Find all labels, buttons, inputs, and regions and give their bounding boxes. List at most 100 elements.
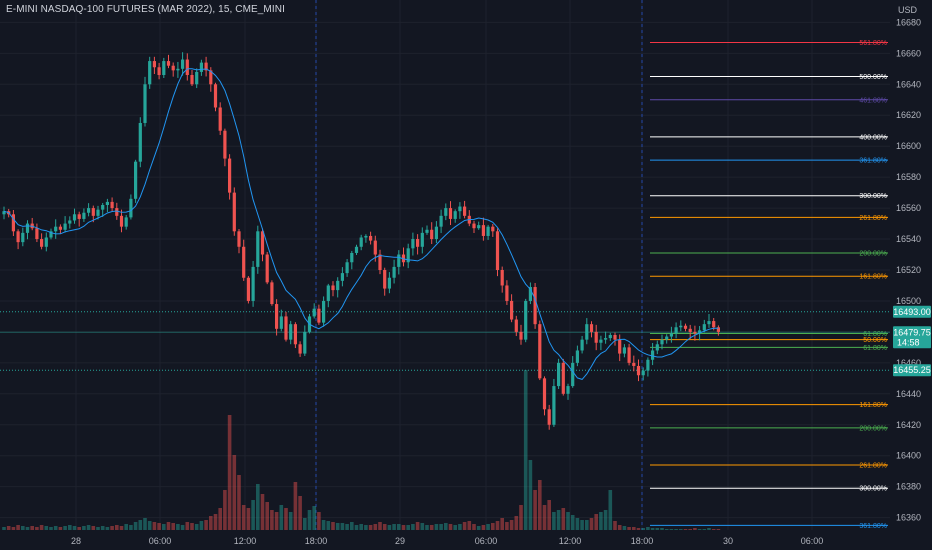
- candle-body: [477, 225, 481, 229]
- candle-body: [660, 339, 664, 345]
- candle-body: [359, 237, 363, 247]
- candle: [425, 225, 429, 235]
- candle-body: [293, 324, 297, 345]
- candle: [129, 194, 133, 220]
- candle-body: [260, 231, 265, 255]
- volume-bar: [585, 520, 589, 530]
- candle-body: [547, 409, 551, 425]
- fib-level: 161.80%: [650, 274, 888, 281]
- candle-body: [213, 84, 218, 108]
- volume-bar: [660, 528, 664, 530]
- candle: [500, 266, 504, 293]
- candle: [622, 344, 626, 358]
- volume-bar: [284, 508, 288, 530]
- time-axis-bg: [0, 530, 890, 550]
- candle: [77, 211, 81, 227]
- candle-body: [627, 347, 631, 363]
- candle-body: [434, 226, 438, 240]
- candle-body: [463, 206, 467, 216]
- candle: [655, 340, 659, 355]
- fib-level: 61.80%: [650, 331, 888, 338]
- candle-body: [373, 240, 377, 255]
- candle-body: [651, 350, 655, 360]
- candle-body: [171, 65, 175, 71]
- candle: [533, 282, 537, 329]
- price-tick-label: 16640: [896, 79, 921, 89]
- candle-body: [237, 231, 241, 247]
- fib-label: 200.00%: [859, 250, 887, 257]
- volume-bar: [35, 527, 39, 530]
- candle: [646, 357, 650, 377]
- price-axis[interactable]: USD 16680 16660 16640 16620 16600 16580 16560 16…: [890, 0, 932, 550]
- volume-bar: [180, 525, 185, 530]
- volume-bar: [495, 521, 500, 530]
- price-tick-label: 16560: [896, 203, 921, 213]
- candle-body: [406, 248, 410, 263]
- candle-body: [228, 158, 232, 193]
- candle-body: [21, 232, 25, 243]
- volume-bar: [307, 510, 312, 530]
- fibonacci-levels[interactable]: 561.80% 500.00% 461.80% 400.00% 361.80% 300.0…: [650, 40, 888, 530]
- candle: [162, 57, 166, 79]
- candle: [181, 52, 185, 76]
- volume-bar: [500, 518, 504, 530]
- volume-bar: [632, 527, 636, 530]
- volume-bar: [603, 510, 608, 530]
- time-axis[interactable]: 28 06:00 12:00 18:00 29 06:00 12:00 18:00 30 06:0…: [0, 530, 890, 550]
- volume-bar: [589, 518, 594, 530]
- candle: [688, 324, 692, 340]
- candle-body: [345, 262, 349, 274]
- candle-body: [495, 231, 500, 270]
- candle-body: [448, 208, 453, 219]
- candle-body: [425, 229, 429, 233]
- candle-body: [251, 266, 255, 301]
- candle: [322, 296, 326, 327]
- candle: [401, 247, 406, 267]
- candle: [383, 267, 387, 296]
- candle: [110, 197, 114, 212]
- volume-bar: [472, 524, 476, 530]
- candle-body: [683, 325, 688, 329]
- candle: [397, 250, 401, 275]
- candle: [336, 277, 340, 298]
- candle-body: [303, 331, 307, 354]
- candle-body: [557, 362, 561, 387]
- time-tick-label: 06:00: [475, 536, 498, 546]
- volume-bar: [397, 524, 401, 530]
- candle: [275, 299, 279, 336]
- candle-body: [2, 211, 6, 215]
- volume-bar: [321, 520, 326, 530]
- fib-label: 161.80%: [859, 402, 887, 409]
- candle-body: [519, 331, 523, 340]
- candle: [434, 221, 438, 244]
- candle: [458, 202, 462, 219]
- volume-bar: [11, 527, 16, 530]
- candle-body: [716, 327, 720, 332]
- candle: [279, 309, 283, 332]
- candle-body: [397, 254, 401, 267]
- volume-bar: [152, 522, 157, 530]
- candle-body: [199, 62, 203, 72]
- candle: [185, 53, 189, 81]
- candle-body: [665, 336, 669, 340]
- candle: [542, 376, 547, 416]
- volume-bar: [100, 526, 105, 530]
- candle: [641, 367, 645, 381]
- candle: [293, 322, 297, 349]
- candle-body: [185, 59, 189, 75]
- candle: [166, 54, 171, 69]
- candle: [30, 217, 34, 231]
- volume-bar: [683, 529, 688, 530]
- volume-bar: [368, 525, 373, 530]
- fib-label: 50.00%: [863, 337, 887, 344]
- candle-body: [82, 212, 86, 219]
- candle-body: [49, 231, 53, 238]
- volume-bar: [439, 524, 443, 530]
- volume-bar: [693, 528, 697, 530]
- candle-body: [152, 61, 156, 68]
- candle-body: [223, 130, 227, 159]
- price-tick-label: 16580: [896, 172, 921, 182]
- volume-bar: [707, 528, 711, 530]
- candle: [11, 209, 15, 236]
